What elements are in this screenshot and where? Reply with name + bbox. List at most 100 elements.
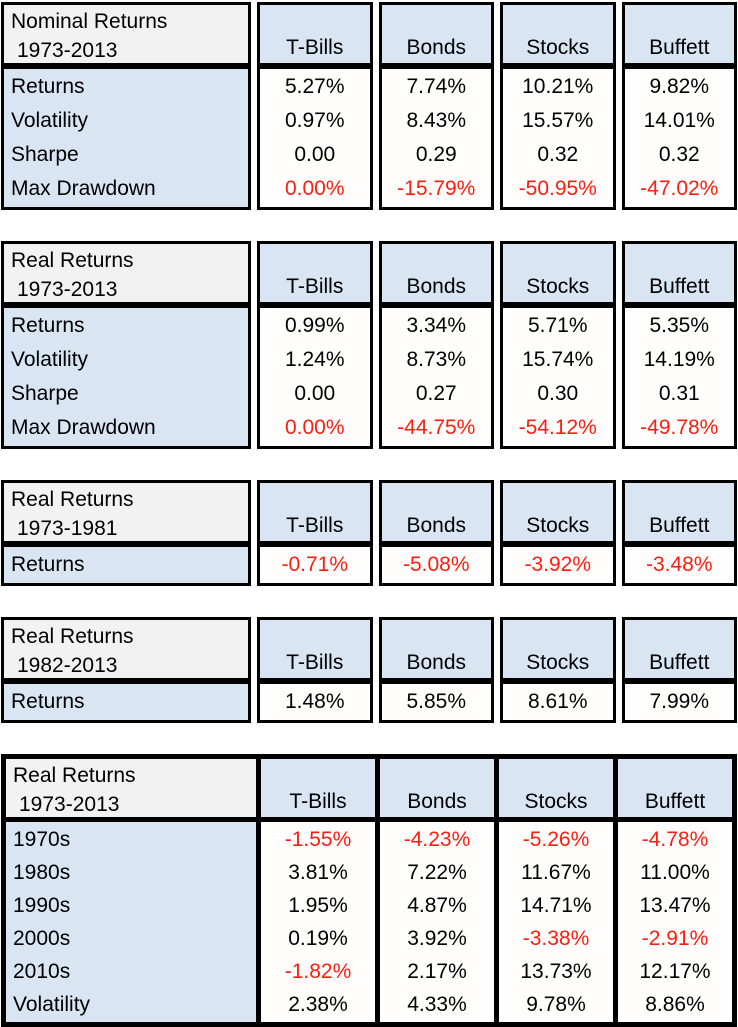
row-label-column: Returns: [1, 544, 251, 586]
table-title: Real Returns: [11, 625, 134, 648]
table-title-cell: Real Returns 1982-2013: [1, 617, 251, 681]
cell-value: -44.75%: [397, 416, 476, 439]
column-header-stocks: Stocks: [499, 759, 613, 817]
table-period: 1973-2013: [17, 39, 118, 62]
row-label: Volatility: [11, 109, 89, 132]
table-real-returns-1982-2013: Real Returns 1982-2013 T-Bills Bonds Sto…: [1, 617, 737, 723]
value-column-stocks: 5.71% 15.74% 0.30 -54.12%: [500, 305, 616, 449]
row-label: Max Drawdown: [11, 416, 156, 439]
cell-value: 1.24%: [284, 348, 345, 371]
value-column-stocks: 8.61%: [500, 681, 616, 723]
table-real-returns-by-decade: Real Returns 1973-2013 T-Bills Bonds Sto…: [1, 754, 737, 1027]
column-header-tbills: T-Bills: [257, 2, 373, 66]
cell-value: 0.00: [294, 382, 336, 405]
cell-value: 3.34%: [406, 314, 467, 337]
cell-value: 0.97%: [284, 109, 345, 132]
cell-value: 9.82%: [649, 75, 710, 98]
row-label: 1990s: [13, 894, 71, 917]
cell-value: 13.47%: [639, 894, 711, 917]
cell-value: -3.92%: [524, 553, 592, 576]
table-title-cell: Real Returns 1973-2013: [6, 759, 256, 817]
cell-value: 5.71%: [527, 314, 588, 337]
cell-value: -4.78%: [641, 828, 709, 851]
column-header-bonds: Bonds: [378, 480, 494, 544]
cell-value: 8.86%: [645, 993, 705, 1016]
cell-value: -1.82%: [284, 960, 352, 983]
row-label: 2010s: [13, 960, 71, 983]
row-label-column: 1970s 1980s 1990s 2000s 2010s Volatility: [6, 822, 256, 1022]
cell-value: -47.02%: [640, 177, 719, 200]
cell-value: 0.19%: [288, 927, 348, 950]
cell-value: 11.00%: [640, 861, 710, 884]
table-period: 1973-2013: [19, 793, 120, 816]
value-column-tbills: 0.99% 1.24% 0.00 0.00%: [257, 305, 373, 449]
cell-value: 7.99%: [649, 690, 710, 713]
value-column-stocks: -3.92%: [500, 544, 616, 586]
table-title: Real Returns: [11, 249, 134, 272]
row-label: 1970s: [13, 828, 71, 851]
row-label-column: Returns: [1, 681, 251, 723]
cell-value: 0.99%: [284, 314, 345, 337]
cell-value: -4.23%: [403, 828, 471, 851]
column-header-tbills: T-Bills: [257, 480, 373, 544]
cell-value: 0.29: [415, 143, 457, 166]
header-row: Real Returns 1982-2013 T-Bills Bonds Sto…: [1, 617, 737, 681]
value-column-buffett: -3.48%: [621, 544, 737, 586]
cell-value: 0.00%: [284, 177, 345, 200]
value-column-buffett: -4.78% 11.00% 13.47% -2.91% 12.17% 8.86%: [618, 822, 732, 1022]
table-real-returns-1973-1981: Real Returns 1973-1981 T-Bills Bonds Sto…: [1, 480, 737, 586]
cell-value: 0.30: [537, 382, 579, 405]
cell-value: 0.32: [537, 143, 579, 166]
table-title-cell: Real Returns 1973-1981: [1, 480, 251, 544]
table-title: Real Returns: [13, 764, 136, 787]
cell-value: 0.27: [415, 382, 457, 405]
column-header-buffett: Buffett: [621, 617, 737, 681]
column-header-bonds: Bonds: [380, 759, 494, 817]
cell-value: 5.27%: [284, 75, 345, 98]
table-title-cell: Nominal Returns 1973-2013: [1, 2, 251, 66]
body-rows: Returns Volatility Sharpe Max Drawdown 0…: [1, 305, 737, 449]
cell-value: 5.35%: [649, 314, 710, 337]
cell-value: -3.48%: [645, 553, 713, 576]
header-row: Real Returns 1973-1981 T-Bills Bonds Sto…: [1, 480, 737, 544]
row-label: Returns: [11, 553, 85, 576]
cell-value: 14.71%: [520, 894, 592, 917]
body-rows: 1970s 1980s 1990s 2000s 2010s Volatility…: [6, 822, 732, 1022]
row-label: Returns: [11, 75, 85, 98]
cell-value: 0.00%: [284, 416, 345, 439]
cell-value: -0.71%: [281, 553, 349, 576]
value-column-stocks: 10.21% 15.57% 0.32 -50.95%: [500, 66, 616, 210]
cell-value: -49.78%: [640, 416, 719, 439]
column-header-buffett: Buffett: [621, 241, 737, 305]
row-label: 1980s: [13, 861, 71, 884]
cell-value: -15.79%: [397, 177, 476, 200]
cell-value: -5.26%: [522, 828, 590, 851]
table-real-returns-1973-2013: Real Returns 1973-2013 T-Bills Bonds Sto…: [1, 241, 737, 449]
row-label: Sharpe: [11, 143, 79, 166]
value-column-bonds: -5.08%: [378, 544, 494, 586]
cell-value: 3.81%: [288, 861, 348, 884]
row-label: Volatility: [11, 348, 89, 371]
row-label: Volatility: [13, 993, 91, 1016]
table-nominal-returns-1973-2013: Nominal Returns 1973-2013 T-Bills Bonds …: [1, 2, 737, 210]
table-title-cell: Real Returns 1973-2013: [1, 241, 251, 305]
column-header-buffett: Buffett: [621, 2, 737, 66]
cell-value: 3.92%: [407, 927, 467, 950]
value-column-buffett: 5.35% 14.19% 0.31 -49.78%: [621, 305, 737, 449]
row-label: Max Drawdown: [11, 177, 156, 200]
cell-value: 11.67%: [521, 861, 591, 884]
cell-value: 1.48%: [284, 690, 345, 713]
column-header-buffett: Buffett: [618, 759, 732, 817]
header-row: Real Returns 1973-2013 T-Bills Bonds Sto…: [1, 241, 737, 305]
column-header-tbills: T-Bills: [257, 241, 373, 305]
value-column-tbills: -1.55% 3.81% 1.95% 0.19% -1.82% 2.38%: [261, 822, 375, 1022]
header-row: Nominal Returns 1973-2013 T-Bills Bonds …: [1, 2, 737, 66]
cell-value: 4.87%: [407, 894, 467, 917]
cell-value: 0.00: [294, 143, 336, 166]
value-column-buffett: 7.99%: [621, 681, 737, 723]
value-column-stocks: -5.26% 11.67% 14.71% -3.38% 13.73% 9.78%: [499, 822, 613, 1022]
cell-value: -3.38%: [522, 927, 590, 950]
value-column-buffett: 9.82% 14.01% 0.32 -47.02%: [621, 66, 737, 210]
column-header-bonds: Bonds: [378, 617, 494, 681]
